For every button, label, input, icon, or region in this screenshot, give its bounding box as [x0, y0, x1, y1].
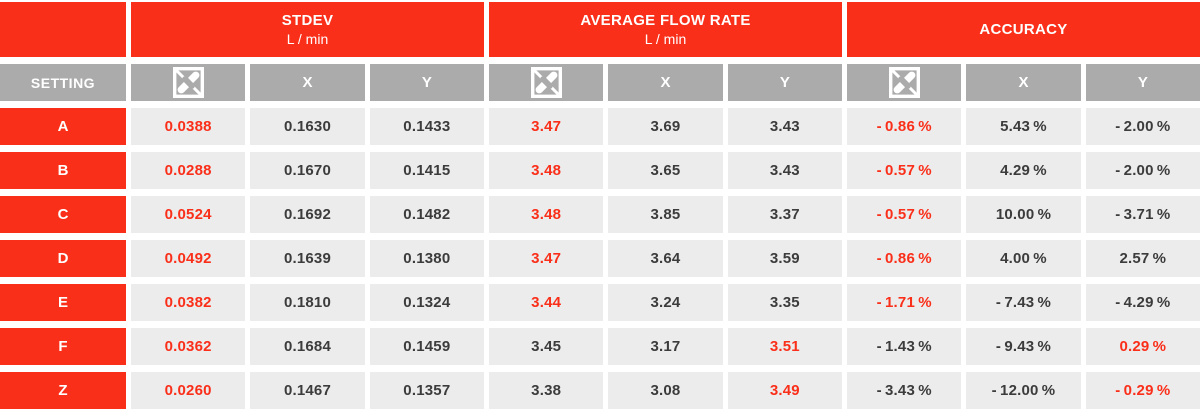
- value-cell: 3.49: [727, 372, 842, 409]
- value-cell: - 0.86 %: [847, 108, 962, 145]
- x-column-header: X: [250, 64, 365, 101]
- value-cell: - 0.57 %: [847, 196, 962, 233]
- value-cell: 4.00 %: [966, 240, 1081, 277]
- value-cell: - 1.43 %: [847, 328, 962, 365]
- corner-cell: [0, 2, 126, 57]
- value-cell: 3.43: [727, 152, 842, 189]
- value-cell: 0.1630: [250, 108, 365, 145]
- group-title: AVERAGE FLOW RATE: [580, 11, 751, 29]
- value-cell: 0.0382: [131, 284, 246, 321]
- logo-icon: [888, 67, 920, 98]
- value-cell: 3.47: [489, 240, 604, 277]
- value-cell: 3.44: [489, 284, 604, 321]
- value-cell: 0.1482: [369, 196, 484, 233]
- value-cell: - 2.00 %: [1085, 108, 1200, 145]
- y-column-header: Y: [1085, 64, 1200, 101]
- value-cell: - 3.71 %: [1085, 196, 1200, 233]
- value-cell: 0.1684: [250, 328, 365, 365]
- value-cell: 0.0388: [131, 108, 246, 145]
- value-cell: 3.45: [489, 328, 604, 365]
- value-cell: 0.0492: [131, 240, 246, 277]
- value-cell: 10.00 %: [966, 196, 1081, 233]
- value-cell: 3.35: [727, 284, 842, 321]
- setting-cell: D: [0, 240, 126, 277]
- setting-cell: F: [0, 328, 126, 365]
- value-cell: 3.47: [489, 108, 604, 145]
- value-cell: 3.51: [727, 328, 842, 365]
- value-cell: - 0.29 %: [1085, 372, 1200, 409]
- y-column-header: Y: [369, 64, 484, 101]
- value-cell: 3.64: [608, 240, 723, 277]
- value-cell: - 4.29 %: [1085, 284, 1200, 321]
- value-cell: 0.1324: [369, 284, 484, 321]
- setting-cell: C: [0, 196, 126, 233]
- value-cell: - 9.43 %: [966, 328, 1081, 365]
- value-cell: 0.1692: [250, 196, 365, 233]
- value-cell: 0.0362: [131, 328, 246, 365]
- value-cell: 3.43: [727, 108, 842, 145]
- setting-column-header: SETTING: [0, 64, 126, 101]
- setting-cell: E: [0, 284, 126, 321]
- value-cell: 0.1459: [369, 328, 484, 365]
- value-cell: - 12.00 %: [966, 372, 1081, 409]
- value-cell: 3.69: [608, 108, 723, 145]
- value-cell: 3.24: [608, 284, 723, 321]
- logo-icon: [172, 67, 204, 98]
- value-cell: 2.57 %: [1085, 240, 1200, 277]
- value-cell: 3.48: [489, 152, 604, 189]
- group-unit: L / min: [644, 31, 687, 48]
- value-cell: 5.43 %: [966, 108, 1081, 145]
- setting-cell: A: [0, 108, 126, 145]
- group-title: STDEV: [281, 11, 334, 29]
- value-cell: - 1.71 %: [847, 284, 962, 321]
- value-cell: 0.1380: [369, 240, 484, 277]
- value-cell: 0.1810: [250, 284, 365, 321]
- group-unit: L / min: [286, 31, 329, 48]
- value-cell: 3.37: [727, 196, 842, 233]
- value-cell: 3.85: [608, 196, 723, 233]
- value-cell: 3.17: [608, 328, 723, 365]
- value-cell: 0.1467: [250, 372, 365, 409]
- value-cell: 0.1639: [250, 240, 365, 277]
- group-header-accuracy: ACCURACY: [847, 2, 1200, 57]
- group-title: ACCURACY: [979, 20, 1068, 38]
- value-cell: - 0.57 %: [847, 152, 962, 189]
- logo-icon-cell: [489, 64, 604, 101]
- value-cell: - 3.43 %: [847, 372, 962, 409]
- value-cell: 0.0288: [131, 152, 246, 189]
- value-cell: 3.65: [608, 152, 723, 189]
- value-cell: 3.48: [489, 196, 604, 233]
- value-cell: 0.0260: [131, 372, 246, 409]
- logo-icon-cell: [131, 64, 246, 101]
- setting-cell: Z: [0, 372, 126, 409]
- y-column-header: Y: [727, 64, 842, 101]
- group-header-stdev: STDEV L / min: [131, 2, 484, 57]
- value-cell: 0.0524: [131, 196, 246, 233]
- value-cell: 3.08: [608, 372, 723, 409]
- group-header-avg-flow-rate: AVERAGE FLOW RATE L / min: [489, 2, 842, 57]
- value-cell: 0.1670: [250, 152, 365, 189]
- x-column-header: X: [966, 64, 1081, 101]
- logo-icon-cell: [847, 64, 962, 101]
- setting-cell: B: [0, 152, 126, 189]
- value-cell: 4.29 %: [966, 152, 1081, 189]
- value-cell: 0.1415: [369, 152, 484, 189]
- value-cell: - 2.00 %: [1085, 152, 1200, 189]
- value-cell: 0.1433: [369, 108, 484, 145]
- value-cell: 0.29 %: [1085, 328, 1200, 365]
- logo-icon: [530, 67, 562, 98]
- value-cell: - 0.86 %: [847, 240, 962, 277]
- value-cell: 3.38: [489, 372, 604, 409]
- x-column-header: X: [608, 64, 723, 101]
- value-cell: 3.59: [727, 240, 842, 277]
- value-cell: 0.1357: [369, 372, 484, 409]
- value-cell: - 7.43 %: [966, 284, 1081, 321]
